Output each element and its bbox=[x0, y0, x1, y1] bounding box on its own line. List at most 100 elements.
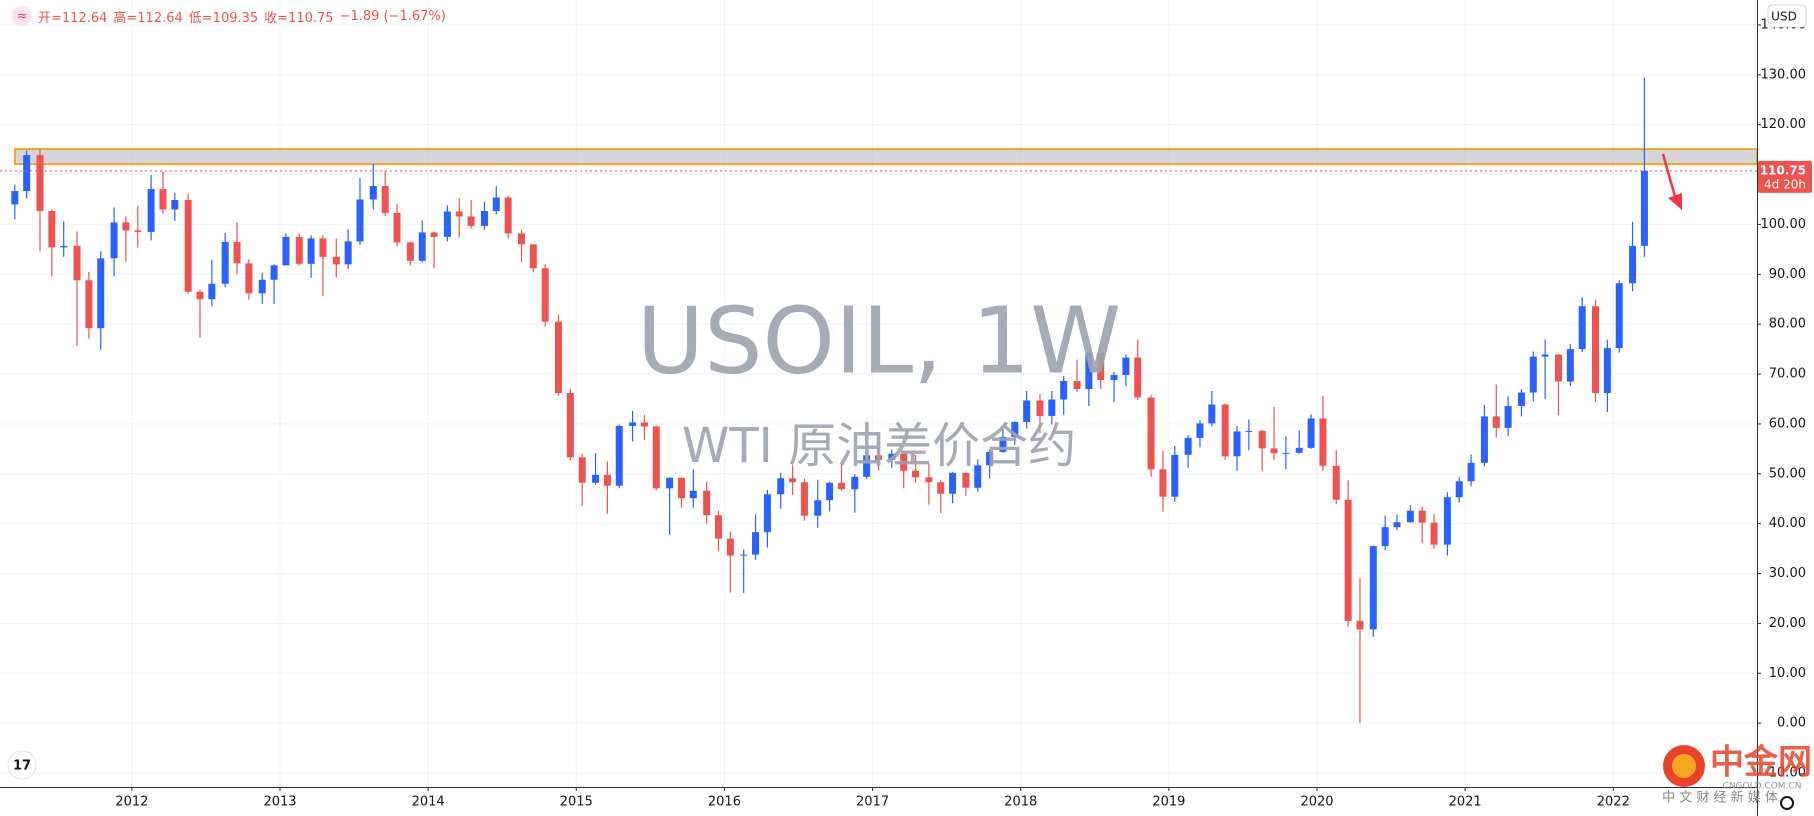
candle-body bbox=[36, 155, 44, 211]
legend-close: 收=110.75 bbox=[264, 10, 334, 26]
candle-body bbox=[1443, 497, 1451, 545]
candle-body bbox=[492, 197, 500, 211]
candle-body bbox=[307, 238, 315, 264]
settings-button[interactable] bbox=[1780, 796, 1794, 810]
candle-body bbox=[689, 490, 697, 499]
candle-body bbox=[1196, 423, 1204, 438]
candle-body bbox=[603, 474, 611, 486]
candle-body bbox=[1073, 381, 1081, 390]
candle-body bbox=[1529, 356, 1537, 393]
candle-body bbox=[430, 232, 438, 237]
candle-body bbox=[666, 477, 674, 489]
candle-body bbox=[1578, 306, 1586, 350]
candle-body bbox=[504, 197, 512, 234]
y-tick-label: 0.00 bbox=[1777, 716, 1806, 731]
candle-body bbox=[1184, 437, 1192, 455]
candle-body bbox=[726, 538, 734, 556]
candle-body bbox=[73, 245, 81, 281]
candle-body bbox=[60, 245, 68, 248]
candle-body bbox=[652, 426, 660, 489]
candle-body bbox=[134, 230, 142, 232]
candle-body bbox=[393, 212, 401, 243]
candle-body bbox=[233, 241, 241, 264]
y-tick-label: 90.00 bbox=[1769, 267, 1806, 282]
candle-body bbox=[85, 280, 93, 329]
candle-body bbox=[851, 476, 859, 490]
candle-body bbox=[369, 186, 377, 200]
candle-body bbox=[171, 199, 179, 210]
brand-site: CNGOLD.COM.CN bbox=[1723, 782, 1802, 792]
tv-logo-mark: 17 bbox=[13, 759, 31, 774]
x-tick-label: 2016 bbox=[708, 795, 741, 810]
candle-body bbox=[147, 189, 155, 232]
candle-body bbox=[629, 422, 637, 426]
candle-body bbox=[1592, 306, 1600, 394]
candle-body bbox=[640, 422, 648, 427]
candle-body bbox=[800, 482, 808, 516]
candle-body bbox=[332, 256, 340, 265]
watermark-description: WTI 原油差价合约 bbox=[682, 418, 1076, 474]
y-tick-label: 60.00 bbox=[1769, 416, 1806, 431]
candle-body bbox=[1085, 353, 1093, 390]
candle-body bbox=[159, 189, 167, 210]
candle-body bbox=[1233, 431, 1241, 457]
candle-body bbox=[529, 244, 537, 269]
candle-body bbox=[270, 265, 278, 280]
candle-body bbox=[1097, 353, 1105, 381]
y-tick-label: 40.00 bbox=[1769, 516, 1806, 531]
candle-body bbox=[1258, 430, 1266, 449]
candle-body bbox=[1418, 510, 1426, 523]
candle-body bbox=[295, 236, 303, 264]
price-tag-value: 110.75 bbox=[1760, 163, 1806, 177]
x-tick-label: 2018 bbox=[1004, 795, 1037, 810]
candle-body bbox=[1036, 400, 1044, 416]
x-tick-label: 2021 bbox=[1449, 795, 1482, 810]
candle-body bbox=[122, 222, 130, 231]
x-tick-label: 2012 bbox=[115, 795, 148, 810]
candle-body bbox=[1541, 354, 1549, 357]
candle-body bbox=[1221, 404, 1229, 457]
candle-body bbox=[184, 199, 192, 292]
candle-body bbox=[110, 222, 118, 259]
x-tick-label: 2015 bbox=[560, 795, 593, 810]
currency-button[interactable] bbox=[1767, 4, 1807, 28]
candle-body bbox=[1122, 357, 1130, 376]
candle-body bbox=[1134, 357, 1142, 398]
candle-body bbox=[986, 451, 994, 466]
candle-body bbox=[1603, 348, 1611, 394]
candle-body bbox=[814, 500, 822, 516]
x-tick-label: 2019 bbox=[1152, 795, 1185, 810]
candle-body bbox=[208, 283, 216, 300]
candle-body bbox=[837, 482, 845, 490]
candle-body bbox=[467, 216, 475, 226]
candle-body bbox=[418, 232, 426, 261]
candle-body bbox=[1430, 522, 1438, 545]
price-tag-countdown: 4d 20h bbox=[1764, 177, 1806, 191]
candle-body bbox=[1147, 397, 1155, 470]
brand-name: 中金网 bbox=[1710, 743, 1812, 783]
candle-body bbox=[1270, 448, 1278, 454]
candle-body bbox=[937, 482, 945, 494]
candle-body bbox=[356, 199, 364, 242]
y-tick-label: 80.00 bbox=[1769, 317, 1806, 332]
candle-body bbox=[826, 482, 834, 501]
legend-change: −1.89 (−1.67%) bbox=[339, 8, 446, 24]
candle-body bbox=[1406, 510, 1414, 523]
y-tick-label: 120.00 bbox=[1761, 117, 1807, 132]
candle-body bbox=[1381, 527, 1389, 547]
candle-body bbox=[677, 477, 685, 499]
candle-body bbox=[789, 478, 797, 483]
candle-body bbox=[1504, 405, 1512, 428]
candle-body bbox=[1319, 418, 1327, 466]
watermark-symbol: USOIL, 1W bbox=[637, 287, 1122, 394]
candle-body bbox=[875, 455, 882, 460]
candle-body bbox=[319, 238, 327, 257]
candle-body bbox=[1159, 469, 1167, 497]
candle-body bbox=[752, 532, 760, 555]
candle-body bbox=[1307, 418, 1315, 448]
arrow bbox=[1661, 153, 1678, 201]
resistance-zone bbox=[14, 148, 1758, 166]
candle-body bbox=[555, 321, 563, 394]
candle-body bbox=[1369, 546, 1377, 630]
